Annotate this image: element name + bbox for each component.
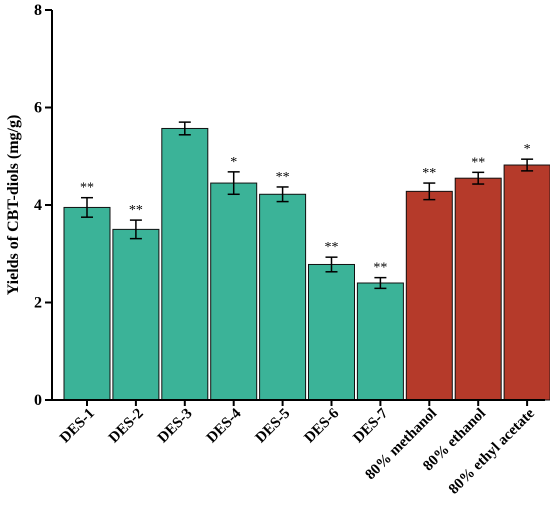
x-tick-label: DES-3: [155, 406, 196, 447]
significance-marker: **: [422, 166, 436, 181]
y-tick-label: 2: [34, 295, 42, 312]
significance-marker: **: [373, 261, 387, 276]
bar: [356, 282, 404, 401]
x-labels-group: DES-1 DES-2 DES-3 DES-4 DES-5 DES-6 DES-780% m…: [57, 400, 538, 498]
x-tick-label: DES-5: [253, 406, 294, 447]
y-tick-label: 8: [34, 2, 42, 19]
x-tick-label: DES-6: [302, 405, 343, 446]
error-bar: [81, 196, 93, 218]
y-ticks-group: 0 2 4 6 8: [34, 2, 52, 409]
significance-group: ****************: [80, 142, 531, 275]
bar: [259, 193, 307, 401]
significance-marker: **: [325, 240, 339, 255]
error-bar: [423, 182, 436, 201]
y-axis-title: Yields of CBT-diols (mg/g): [5, 115, 22, 296]
y-tick-label: 0: [34, 392, 42, 409]
significance-marker: **: [80, 181, 94, 196]
error-bar: [129, 219, 142, 240]
bars-group: [63, 127, 550, 401]
significance-marker: **: [471, 155, 485, 170]
significance-marker: **: [276, 170, 290, 185]
x-tick-label: DES-1: [57, 406, 98, 447]
bar: [308, 263, 355, 401]
y-tick-label: 4: [34, 197, 42, 214]
bar: [161, 127, 209, 401]
x-tick-label: DES-4: [204, 405, 245, 446]
x-tick-label: 80% ethyl acetate: [446, 405, 538, 497]
bar: [63, 206, 111, 401]
error-bar: [472, 171, 485, 185]
x-tick-label: DES-2: [106, 406, 147, 447]
bar: [454, 177, 502, 401]
significance-marker: *: [230, 155, 237, 170]
bar: [210, 182, 258, 401]
error-bar: [374, 276, 387, 290]
y-tick-label: 6: [34, 100, 42, 117]
error-bar: [276, 186, 289, 203]
error-bar: [521, 158, 534, 172]
x-tick-label: DES-7: [350, 405, 391, 446]
error-bars-group: [81, 121, 534, 290]
error-bar: [178, 121, 191, 136]
significance-marker: *: [524, 142, 531, 157]
bar: [112, 228, 160, 401]
error-bar: [325, 256, 338, 273]
significance-marker: **: [129, 203, 143, 218]
error-bar: [227, 171, 240, 196]
bar: [503, 164, 550, 401]
bar: [405, 190, 453, 401]
